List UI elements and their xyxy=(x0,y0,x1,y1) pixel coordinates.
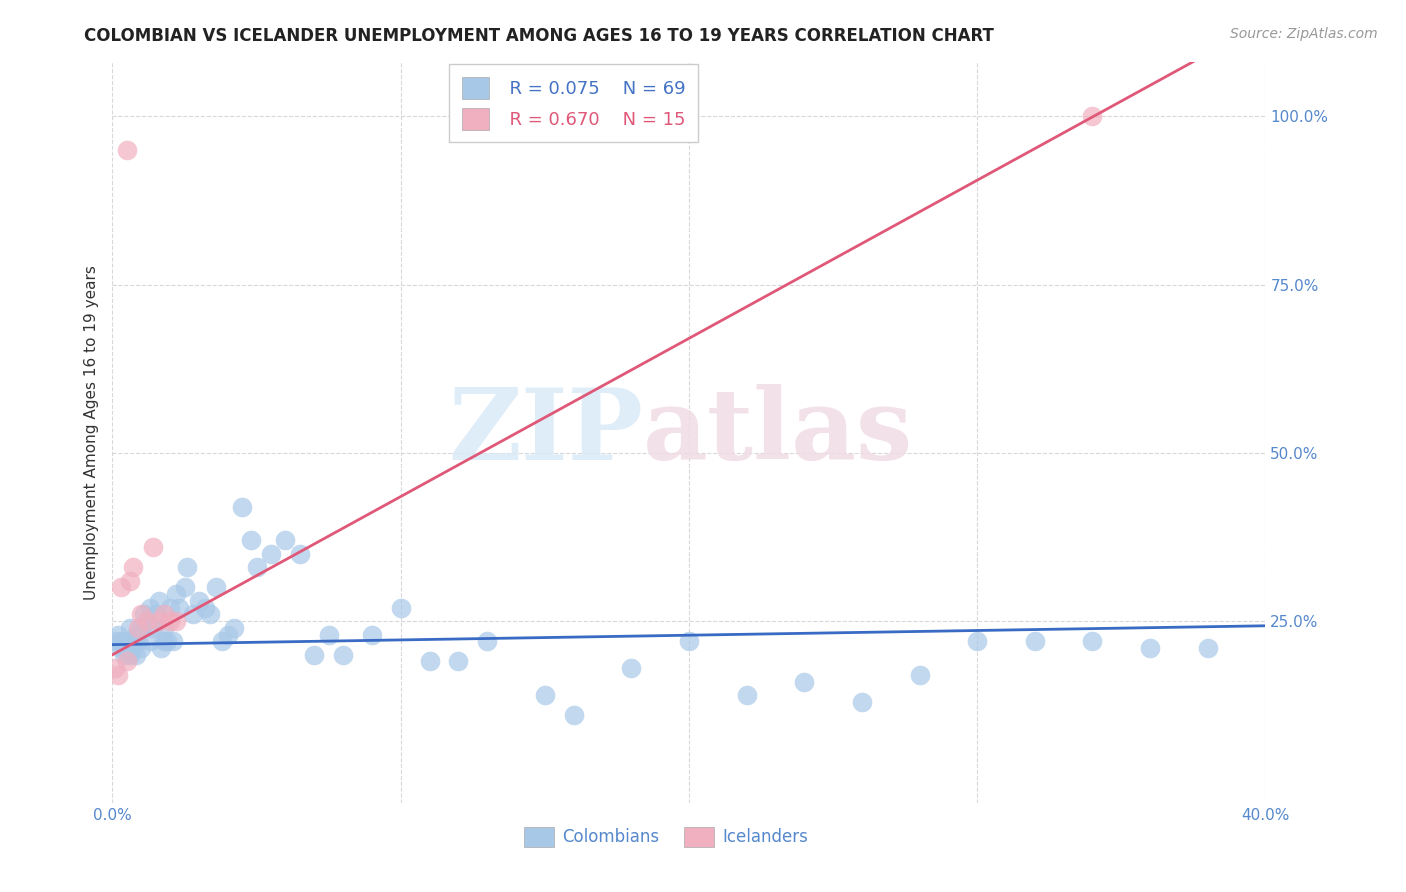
Point xyxy=(200,607,222,622)
Point xyxy=(288,547,311,561)
Point xyxy=(181,607,204,622)
Point xyxy=(735,688,758,702)
Point xyxy=(1081,634,1104,648)
Point xyxy=(107,627,129,641)
Point xyxy=(260,547,283,561)
Point xyxy=(534,688,557,702)
Point xyxy=(318,627,340,641)
Point xyxy=(115,143,138,157)
Point xyxy=(1024,634,1046,648)
Point xyxy=(142,621,165,635)
Point xyxy=(167,600,190,615)
Point xyxy=(148,594,170,608)
Point xyxy=(231,500,253,514)
Point xyxy=(127,634,149,648)
Point xyxy=(246,560,269,574)
Point xyxy=(156,634,179,648)
Point xyxy=(165,614,187,628)
Point xyxy=(134,607,156,622)
Text: Source: ZipAtlas.com: Source: ZipAtlas.com xyxy=(1230,27,1378,41)
Point xyxy=(115,634,138,648)
Point xyxy=(217,627,239,641)
Point xyxy=(153,621,176,635)
Point xyxy=(194,600,217,615)
Point xyxy=(104,661,127,675)
Point xyxy=(124,648,146,662)
Y-axis label: Unemployment Among Ages 16 to 19 years: Unemployment Among Ages 16 to 19 years xyxy=(83,265,98,600)
Point xyxy=(129,607,153,622)
Point xyxy=(110,581,132,595)
Point xyxy=(118,648,141,662)
Point xyxy=(148,614,170,628)
Point xyxy=(1139,640,1161,655)
Point xyxy=(110,640,132,655)
Point xyxy=(115,640,138,655)
Point xyxy=(127,621,149,635)
Point xyxy=(153,634,176,648)
Point xyxy=(112,640,135,655)
Text: COLOMBIAN VS ICELANDER UNEMPLOYMENT AMONG AGES 16 TO 19 YEARS CORRELATION CHART: COLOMBIAN VS ICELANDER UNEMPLOYMENT AMON… xyxy=(84,27,994,45)
Point xyxy=(360,627,382,641)
Point xyxy=(620,661,643,675)
Point xyxy=(107,668,129,682)
Point xyxy=(118,621,141,635)
Point xyxy=(153,607,176,622)
Point xyxy=(129,621,153,635)
Point xyxy=(239,533,262,548)
Point xyxy=(966,634,988,648)
Point xyxy=(150,640,173,655)
Point xyxy=(304,648,326,662)
Point xyxy=(851,695,873,709)
Point xyxy=(139,634,162,648)
Point xyxy=(162,634,184,648)
Point xyxy=(159,600,181,615)
Point xyxy=(908,668,931,682)
Point xyxy=(112,648,135,662)
Point xyxy=(211,634,233,648)
Point xyxy=(475,634,499,648)
Text: atlas: atlas xyxy=(643,384,912,481)
Point xyxy=(205,581,228,595)
Point xyxy=(121,640,143,655)
Point xyxy=(176,560,198,574)
Point xyxy=(104,634,127,648)
Point xyxy=(389,600,412,615)
Point xyxy=(173,581,195,595)
Point xyxy=(136,614,159,628)
Point xyxy=(139,600,162,615)
Point xyxy=(188,594,211,608)
Point xyxy=(110,634,132,648)
Text: ZIP: ZIP xyxy=(449,384,643,481)
Point xyxy=(129,640,153,655)
Point xyxy=(124,627,146,641)
Point xyxy=(678,634,700,648)
Point xyxy=(1081,109,1104,123)
Point xyxy=(142,540,165,554)
Point xyxy=(1197,640,1219,655)
Point xyxy=(165,587,187,601)
Point xyxy=(121,634,143,648)
Legend: Colombians, Icelanders: Colombians, Icelanders xyxy=(517,820,815,854)
Point xyxy=(419,655,441,669)
Point xyxy=(136,614,159,628)
Point xyxy=(274,533,297,548)
Point xyxy=(447,655,470,669)
Point xyxy=(793,674,815,689)
Point xyxy=(159,614,181,628)
Point xyxy=(115,655,138,669)
Point xyxy=(332,648,354,662)
Point xyxy=(145,607,167,622)
Point xyxy=(562,708,585,723)
Point xyxy=(222,621,245,635)
Point xyxy=(121,560,143,574)
Point xyxy=(118,574,141,588)
